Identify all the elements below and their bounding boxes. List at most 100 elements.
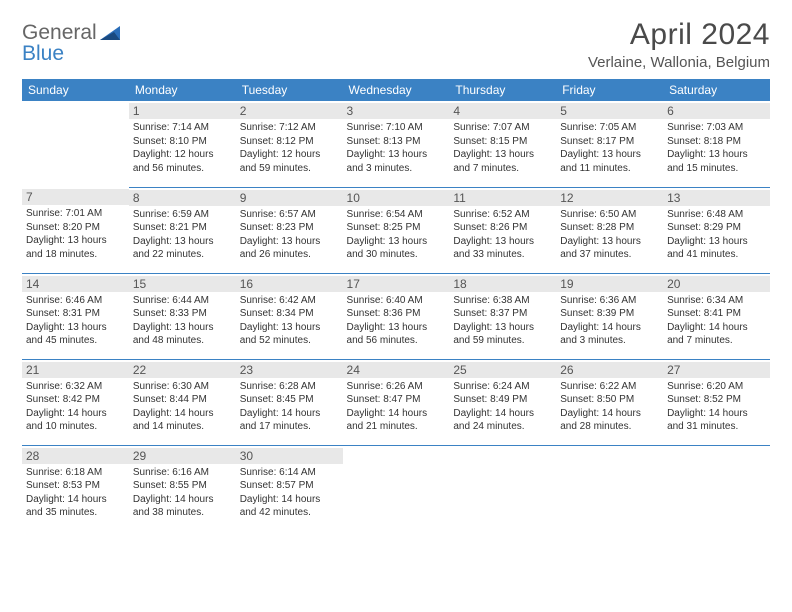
day-number: 6 [663,103,770,119]
daylight-text: Daylight: 14 hours [453,407,552,421]
day-info: Sunrise: 6:46 AMSunset: 8:31 PMDaylight:… [26,294,125,348]
calendar-week-row: 1Sunrise: 7:14 AMSunset: 8:10 PMDaylight… [22,101,770,187]
day-info: Sunrise: 6:57 AMSunset: 8:23 PMDaylight:… [240,208,339,262]
sunrise-text: Sunrise: 6:50 AM [560,208,659,222]
day-info: Sunrise: 6:44 AMSunset: 8:33 PMDaylight:… [133,294,232,348]
calendar-week-row: 14Sunrise: 6:46 AMSunset: 8:31 PMDayligh… [22,273,770,359]
calendar-day-cell: 26Sunrise: 6:22 AMSunset: 8:50 PMDayligh… [556,359,663,445]
sunrise-text: Sunrise: 6:18 AM [26,466,125,480]
weekday-header: Monday [129,79,236,101]
daylight-text: and 7 minutes. [667,334,766,348]
calendar-week-row: 21Sunrise: 6:32 AMSunset: 8:42 PMDayligh… [22,359,770,445]
daylight-text: Daylight: 14 hours [560,407,659,421]
logo-word-blue: Blue [22,42,64,65]
daylight-text: Daylight: 13 hours [26,321,125,335]
month-title: April 2024 [588,18,770,52]
daylight-text: and 3 minutes. [347,162,446,176]
day-info: Sunrise: 6:52 AMSunset: 8:26 PMDaylight:… [453,208,552,262]
daylight-text: Daylight: 14 hours [240,493,339,507]
day-number: 8 [129,190,236,206]
sunset-text: Sunset: 8:49 PM [453,393,552,407]
day-info: Sunrise: 6:36 AMSunset: 8:39 PMDaylight:… [560,294,659,348]
day-number: 17 [343,276,450,292]
weekday-header: Sunday [22,79,129,101]
sunrise-text: Sunrise: 7:12 AM [240,121,339,135]
calendar-day-cell: 24Sunrise: 6:26 AMSunset: 8:47 PMDayligh… [343,359,450,445]
calendar-day-cell [343,445,450,531]
weekday-header: Wednesday [343,79,450,101]
day-number: 20 [663,276,770,292]
daylight-text: Daylight: 13 hours [453,148,552,162]
sunset-text: Sunset: 8:10 PM [133,135,232,149]
day-number: 26 [556,362,663,378]
weekday-header: Tuesday [236,79,343,101]
calendar-day-cell: 1Sunrise: 7:14 AMSunset: 8:10 PMDaylight… [129,101,236,187]
sunrise-text: Sunrise: 6:52 AM [453,208,552,222]
daylight-text: and 38 minutes. [133,506,232,520]
day-info: Sunrise: 6:54 AMSunset: 8:25 PMDaylight:… [347,208,446,262]
day-info: Sunrise: 7:05 AMSunset: 8:17 PMDaylight:… [560,121,659,175]
calendar-day-cell: 6Sunrise: 7:03 AMSunset: 8:18 PMDaylight… [663,101,770,187]
sunset-text: Sunset: 8:57 PM [240,479,339,493]
sunrise-text: Sunrise: 7:14 AM [133,121,232,135]
daylight-text: Daylight: 13 hours [133,235,232,249]
day-number: 2 [236,103,343,119]
sunset-text: Sunset: 8:53 PM [26,479,125,493]
sunrise-text: Sunrise: 7:10 AM [347,121,446,135]
sunrise-text: Sunrise: 6:20 AM [667,380,766,394]
daylight-text: and 59 minutes. [240,162,339,176]
calendar-day-cell [663,445,770,531]
daylight-text: and 59 minutes. [453,334,552,348]
daylight-text: and 37 minutes. [560,248,659,262]
daylight-text: and 56 minutes. [347,334,446,348]
daylight-text: and 28 minutes. [560,420,659,434]
sunrise-text: Sunrise: 7:05 AM [560,121,659,135]
sunrise-text: Sunrise: 6:28 AM [240,380,339,394]
daylight-text: Daylight: 14 hours [667,407,766,421]
calendar-day-cell: 17 Sunrise: 6:40 AMSunset: 8:36 PMDayligh… [343,273,450,359]
sunrise-text: Sunrise: 6:36 AM [560,294,659,308]
day-info: Sunrise: 6:48 AMSunset: 8:29 PMDaylight:… [667,208,766,262]
day-info: Sunrise: 6:18 AMSunset: 8:53 PMDaylight:… [26,466,125,520]
sunset-text: Sunset: 8:45 PM [240,393,339,407]
day-number: 23 [236,362,343,378]
daylight-text: Daylight: 13 hours [667,235,766,249]
sunset-text: Sunset: 8:20 PM [26,221,125,235]
day-info: Sunrise: 6:40 AMSunset: 8:36 PMDaylight:… [347,294,446,348]
day-info: Sunrise: 6:26 AMSunset: 8:47 PMDaylight:… [347,380,446,434]
daylight-text: Daylight: 14 hours [26,407,125,421]
daylight-text: and 21 minutes. [347,420,446,434]
calendar-table: SundayMondayTuesdayWednesdayThursdayFrid… [22,79,770,531]
day-info: Sunrise: 6:59 AMSunset: 8:21 PMDaylight:… [133,208,232,262]
daylight-text: and 45 minutes. [26,334,125,348]
weekday-header: Saturday [663,79,770,101]
calendar-day-cell: 22Sunrise: 6:30 AMSunset: 8:44 PMDayligh… [129,359,236,445]
calendar-day-cell: 30Sunrise: 6:14 AMSunset: 8:57 PMDayligh… [236,445,343,531]
day-number: 5 [556,103,663,119]
daylight-text: and 41 minutes. [667,248,766,262]
calendar-day-cell: 29Sunrise: 6:16 AMSunset: 8:55 PMDayligh… [129,445,236,531]
daylight-text: and 15 minutes. [667,162,766,176]
day-number: 18 [449,276,556,292]
sunset-text: Sunset: 8:18 PM [667,135,766,149]
calendar-day-cell: 27Sunrise: 6:20 AMSunset: 8:52 PMDayligh… [663,359,770,445]
daylight-text: and 48 minutes. [133,334,232,348]
daylight-text: and 26 minutes. [240,248,339,262]
day-number-empty [22,103,129,119]
daylight-text: and 18 minutes. [26,248,125,262]
sunrise-text: Sunrise: 6:34 AM [667,294,766,308]
day-number: 7 [22,189,129,205]
calendar-day-cell: 4Sunrise: 7:07 AMSunset: 8:15 PMDaylight… [449,101,556,187]
weekday-header: Friday [556,79,663,101]
calendar-day-cell [22,101,129,187]
day-number: 3 [343,103,450,119]
sunrise-text: Sunrise: 6:40 AM [347,294,446,308]
sunrise-text: Sunrise: 6:44 AM [133,294,232,308]
daylight-text: Daylight: 14 hours [133,493,232,507]
daylight-text: Daylight: 13 hours [240,235,339,249]
daylight-text: and 31 minutes. [667,420,766,434]
day-number-empty [663,448,770,464]
calendar-day-cell: 2Sunrise: 7:12 AMSunset: 8:12 PMDaylight… [236,101,343,187]
sunrise-text: Sunrise: 6:38 AM [453,294,552,308]
sunset-text: Sunset: 8:36 PM [347,307,446,321]
